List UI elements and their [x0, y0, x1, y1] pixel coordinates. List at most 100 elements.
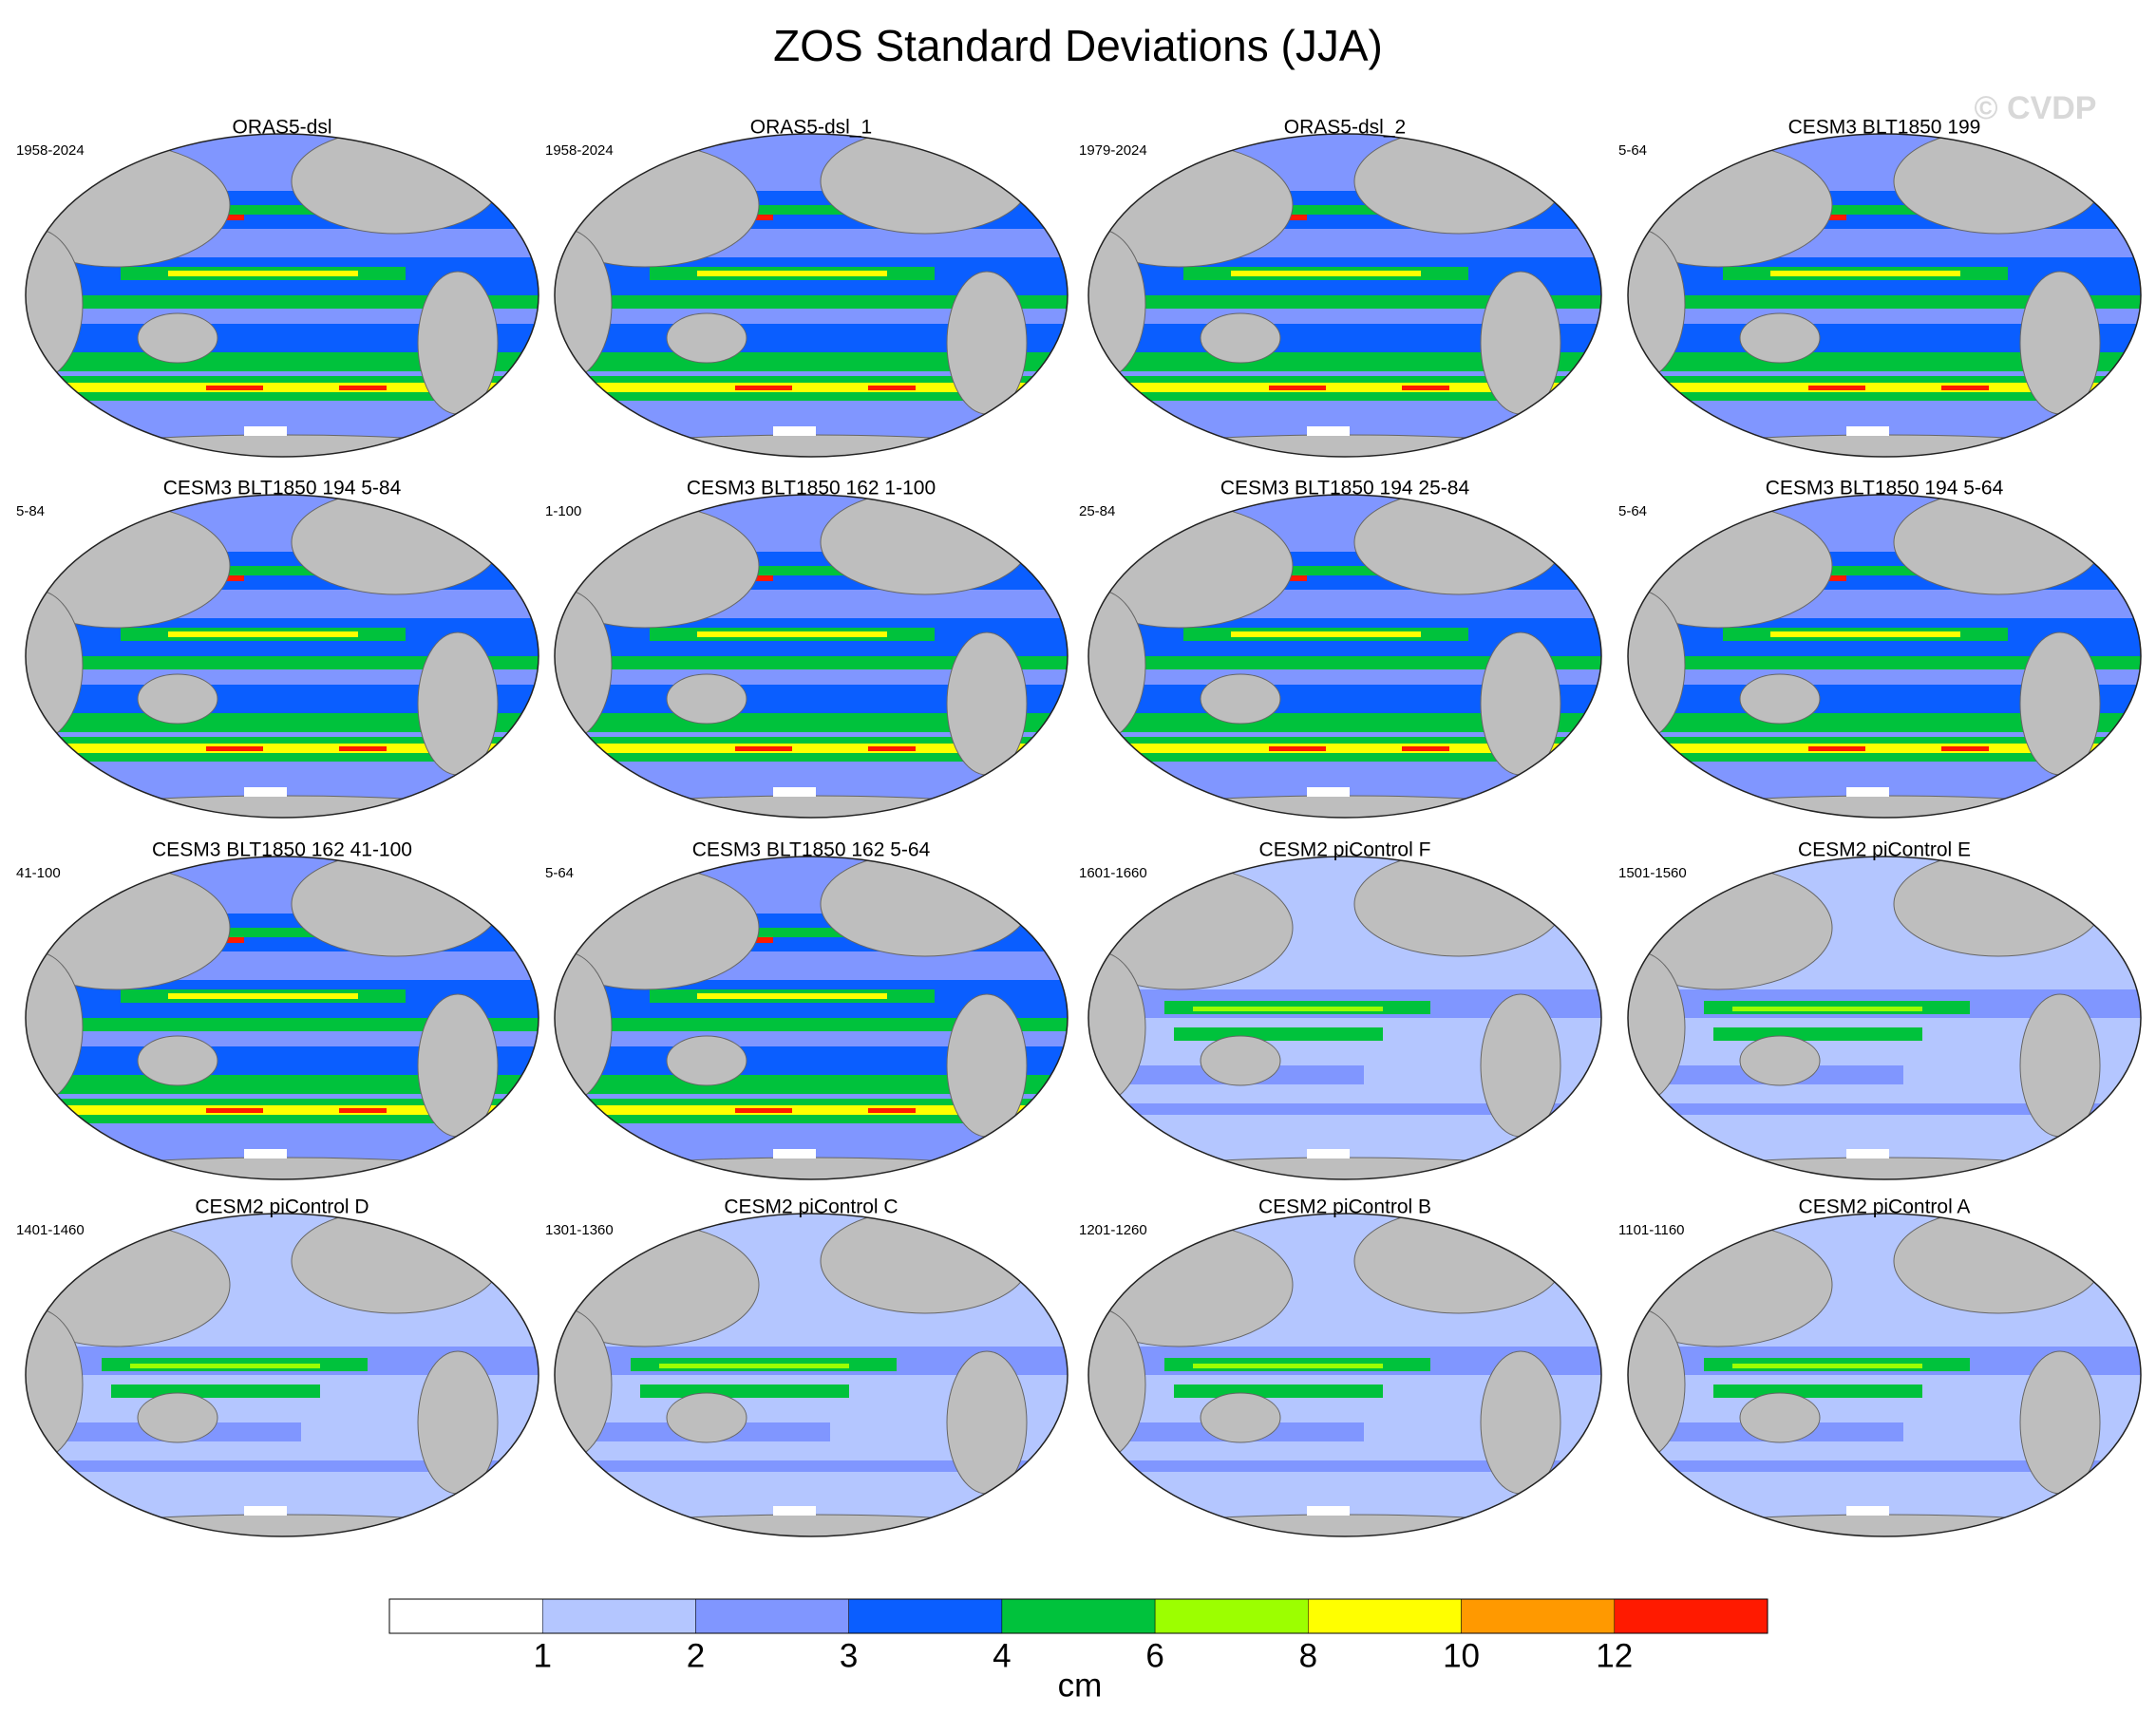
ice [1846, 426, 1889, 436]
ocean-band [1808, 386, 1865, 390]
land [1200, 312, 1281, 364]
land [1353, 1214, 1564, 1314]
panel-title: CESM3 BLT1850 162 5-64 [692, 839, 931, 861]
land [1088, 1514, 1601, 1536]
ocean-band [1088, 1103, 1601, 1115]
ocean-band [735, 1108, 792, 1113]
ocean-band [197, 566, 387, 575]
land [291, 1214, 501, 1314]
land [137, 673, 218, 725]
panel-title: CESM3 BLT1850 194 5-84 [163, 478, 402, 499]
land [820, 1214, 1031, 1314]
ocean-band [868, 1108, 916, 1113]
figure-title: ZOS Standard Deviations (JJA) [773, 21, 1383, 70]
ocean-band [555, 744, 1068, 753]
land [1628, 1514, 2141, 1536]
ocean-band [555, 295, 1068, 309]
ocean-band [1808, 746, 1865, 751]
colorbar-frame [388, 1598, 1768, 1634]
panel-period: 1301-1360 [545, 1222, 614, 1238]
ocean-band [697, 271, 887, 276]
ocean-band [1402, 746, 1449, 751]
map [1088, 857, 1601, 1179]
colorbar-box [1461, 1598, 1616, 1634]
panel-period: 41-100 [16, 865, 61, 881]
ocean-band [1941, 386, 1989, 390]
land [820, 857, 1031, 957]
map [26, 857, 539, 1179]
land [137, 1392, 218, 1443]
map-border [1627, 856, 2142, 1180]
ice [244, 787, 287, 797]
colorbar-label: 6 [1145, 1637, 1163, 1674]
ocean-band [726, 205, 916, 215]
panel-title: CESM3 BLT1850 162 41-100 [152, 839, 412, 861]
land [1200, 1392, 1281, 1443]
panel-title: ORAS5-dsl [232, 117, 331, 139]
land [555, 1514, 1068, 1536]
ocean-band [659, 1364, 849, 1368]
ocean-band [206, 1108, 263, 1113]
land [137, 1035, 218, 1086]
ocean-band [339, 746, 387, 751]
ocean-band [26, 1105, 539, 1115]
map-border [25, 856, 539, 1180]
map-border [1087, 133, 1602, 458]
panel-title: CESM2 piControl F [1259, 839, 1431, 861]
map-border [554, 1213, 1069, 1537]
ocean-band [1770, 631, 1960, 637]
ocean-band [111, 1385, 320, 1398]
ocean-band [1628, 656, 2141, 669]
ocean-band [1174, 1385, 1383, 1398]
ice [244, 426, 287, 436]
panel-period: 5-64 [1618, 142, 1647, 159]
panel-title: CESM2 piControl E [1798, 839, 1971, 861]
ice [773, 1506, 816, 1516]
ocean-band [197, 928, 387, 937]
ocean-band [555, 383, 1068, 392]
ice [773, 426, 816, 436]
ocean-band [1269, 386, 1326, 390]
land [1893, 134, 2104, 235]
map [1628, 857, 2141, 1179]
ocean-band [26, 295, 539, 309]
land [137, 312, 218, 364]
panel-period: 1501-1560 [1618, 865, 1687, 881]
map [555, 857, 1068, 1179]
land [26, 1514, 539, 1536]
watermark: © CVDP [1975, 90, 2097, 126]
ocean-band [1193, 1364, 1383, 1368]
ice [1307, 1506, 1350, 1516]
ocean-band [168, 271, 358, 276]
ocean-band [1628, 1460, 2141, 1472]
ocean-band [26, 383, 539, 392]
ice [1307, 1149, 1350, 1158]
ocean-band [1231, 631, 1421, 637]
panel-period: 5-64 [545, 865, 574, 881]
ocean-band [1088, 744, 1601, 753]
ocean-band [168, 631, 358, 637]
land [666, 1392, 747, 1443]
colorbar-box [1614, 1598, 1768, 1634]
ocean-band [1193, 1007, 1383, 1011]
ocean-band [697, 631, 887, 637]
map-border [554, 133, 1069, 458]
colorbar-label: 8 [1299, 1637, 1317, 1674]
colorbar-box [695, 1598, 849, 1634]
panel-period: 1101-1160 [1618, 1222, 1685, 1238]
map [1628, 1214, 2141, 1536]
panel-period: 1601-1660 [1079, 865, 1147, 881]
ocean-band [1628, 295, 2141, 309]
ice [1846, 1506, 1889, 1516]
ocean-band [130, 1364, 320, 1368]
land [1353, 134, 1564, 235]
ocean-band [640, 1385, 849, 1398]
land [666, 673, 747, 725]
map-border [25, 494, 539, 819]
ocean-band [1259, 205, 1449, 215]
ocean-band [1799, 205, 1989, 215]
map [555, 495, 1068, 818]
map-border [1087, 494, 1602, 819]
ocean-band [1799, 566, 1989, 575]
